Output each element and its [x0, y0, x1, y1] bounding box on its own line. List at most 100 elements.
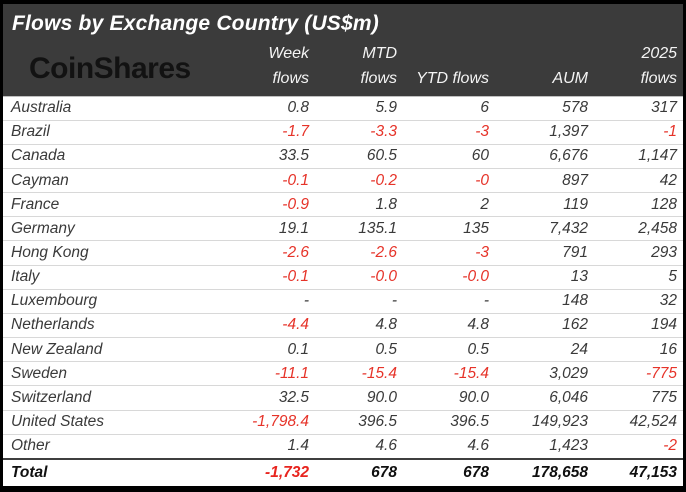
column-header-line1	[495, 41, 588, 66]
column-header-line2: flows	[640, 69, 678, 87]
value-cell: -2.6	[228, 240, 315, 266]
value-cell: 42	[594, 168, 683, 194]
flows-table: Flows by Exchange Country (US$m) CoinSha…	[3, 4, 683, 486]
value-cell: 194	[594, 313, 683, 339]
value-cell: -0	[403, 168, 495, 194]
value-cell: 33.5	[228, 144, 315, 169]
column-header-line1	[403, 41, 489, 66]
table-row: Luxembourg - - - 148 32	[3, 289, 683, 314]
value-cell: 42,524	[594, 410, 683, 435]
country-cell: Cayman	[3, 168, 228, 194]
value-cell: 897	[495, 168, 594, 194]
value-cell: -	[315, 289, 403, 314]
table-row: Other 1.4 4.6 4.6 1,423 -2	[3, 434, 683, 460]
value-cell: -	[403, 289, 495, 314]
value-cell: 119	[495, 192, 594, 218]
value-cell: -1	[594, 120, 683, 145]
table-title: Flows by Exchange Country (US$m)	[3, 4, 683, 38]
value-cell: -4.4	[228, 313, 315, 339]
value-cell: -0.9	[228, 192, 315, 218]
value-cell: -3	[403, 120, 495, 145]
value-cell: 791	[495, 240, 594, 266]
value-cell: 1,423	[495, 434, 594, 460]
value-cell: -0.0	[315, 265, 403, 290]
value-cell: 178,658	[495, 458, 594, 486]
table-row: Australia 0.8 5.9 6 578 317	[3, 96, 683, 121]
column-header-line2: flows	[272, 69, 309, 87]
value-cell: 678	[315, 458, 403, 486]
country-cell: Switzerland	[3, 385, 228, 411]
column-header-line2: flows	[360, 69, 397, 87]
value-cell: 0.5	[315, 337, 403, 363]
value-cell: 3,029	[495, 361, 594, 387]
table-row: Cayman -0.1 -0.2 -0 897 42	[3, 168, 683, 194]
value-cell: -1.7	[228, 120, 315, 145]
value-cell: -775	[594, 361, 683, 387]
table-row: New Zealand 0.1 0.5 0.5 24 16	[3, 337, 683, 363]
value-cell: -1,732	[228, 458, 315, 486]
value-cell: 4.8	[403, 313, 495, 339]
value-cell: 1.8	[315, 192, 403, 218]
value-cell: 578	[495, 96, 594, 121]
logo-cell: CoinShares	[3, 38, 228, 97]
value-cell: -2	[594, 434, 683, 460]
value-cell: 1,397	[495, 120, 594, 145]
title-row: Flows by Exchange Country (US$m)	[3, 4, 683, 38]
value-cell: 775	[594, 385, 683, 411]
value-cell: -0.1	[228, 168, 315, 194]
country-cell: Hong Kong	[3, 240, 228, 266]
column-header-line1: Week	[268, 44, 309, 62]
coinshares-logo: CoinShares	[29, 51, 191, 85]
column-header-row: CoinShares Week flows MTD flows YTD flow…	[3, 38, 683, 97]
value-cell: -0.1	[228, 265, 315, 290]
value-cell: 1.4	[228, 434, 315, 460]
country-cell: Brazil	[3, 120, 228, 145]
value-cell: 2	[403, 192, 495, 218]
value-cell: 6	[403, 96, 495, 121]
country-cell: Canada	[3, 144, 228, 169]
value-cell: 149,923	[495, 410, 594, 435]
table-header: Flows by Exchange Country (US$m) CoinSha…	[3, 4, 683, 97]
value-cell: -3	[403, 240, 495, 266]
table-row: Switzerland 32.5 90.0 90.0 6,046 775	[3, 385, 683, 411]
value-cell: 2,458	[594, 216, 683, 242]
value-cell: 13	[495, 265, 594, 290]
value-cell: 7,432	[495, 216, 594, 242]
value-cell: 16	[594, 337, 683, 363]
column-header-week-flows: Week flows	[228, 38, 315, 97]
value-cell: 90.0	[315, 385, 403, 411]
column-header-line1: 2025	[641, 44, 678, 62]
table-row: Total -1,732 678 678 178,658 47,153	[3, 458, 683, 486]
table-row: Italy -0.1 -0.0 -0.0 13 5	[3, 265, 683, 290]
value-cell: 32.5	[228, 385, 315, 411]
value-cell: 5.9	[315, 96, 403, 121]
country-cell: New Zealand	[3, 337, 228, 363]
value-cell: 1,147	[594, 144, 683, 169]
value-cell: -1,798.4	[228, 410, 315, 435]
value-cell: 128	[594, 192, 683, 218]
value-cell: 4.8	[315, 313, 403, 339]
value-cell: -3.3	[315, 120, 403, 145]
country-cell: Sweden	[3, 361, 228, 387]
value-cell: -15.4	[403, 361, 495, 387]
value-cell: -15.4	[315, 361, 403, 387]
value-cell: 60	[403, 144, 495, 169]
country-cell: Italy	[3, 265, 228, 290]
table-row: Netherlands -4.4 4.8 4.8 162 194	[3, 313, 683, 339]
value-cell: 47,153	[594, 458, 683, 486]
country-cell: Netherlands	[3, 313, 228, 339]
value-cell: -2.6	[315, 240, 403, 266]
country-cell: Total	[3, 458, 228, 486]
value-cell: 148	[495, 289, 594, 314]
column-header-mtd-flows: MTD flows	[315, 38, 403, 97]
value-cell: 60.5	[315, 144, 403, 169]
country-cell: France	[3, 192, 228, 218]
country-cell: Germany	[3, 216, 228, 242]
column-header-2025-flows: 2025 flows	[594, 38, 683, 97]
value-cell: -0.2	[315, 168, 403, 194]
table-body: Australia 0.8 5.9 6 578 317 Brazil -1.7 …	[3, 96, 683, 486]
value-cell: 5	[594, 265, 683, 290]
value-cell: 678	[403, 458, 495, 486]
table-row: Hong Kong -2.6 -2.6 -3 791 293	[3, 240, 683, 266]
